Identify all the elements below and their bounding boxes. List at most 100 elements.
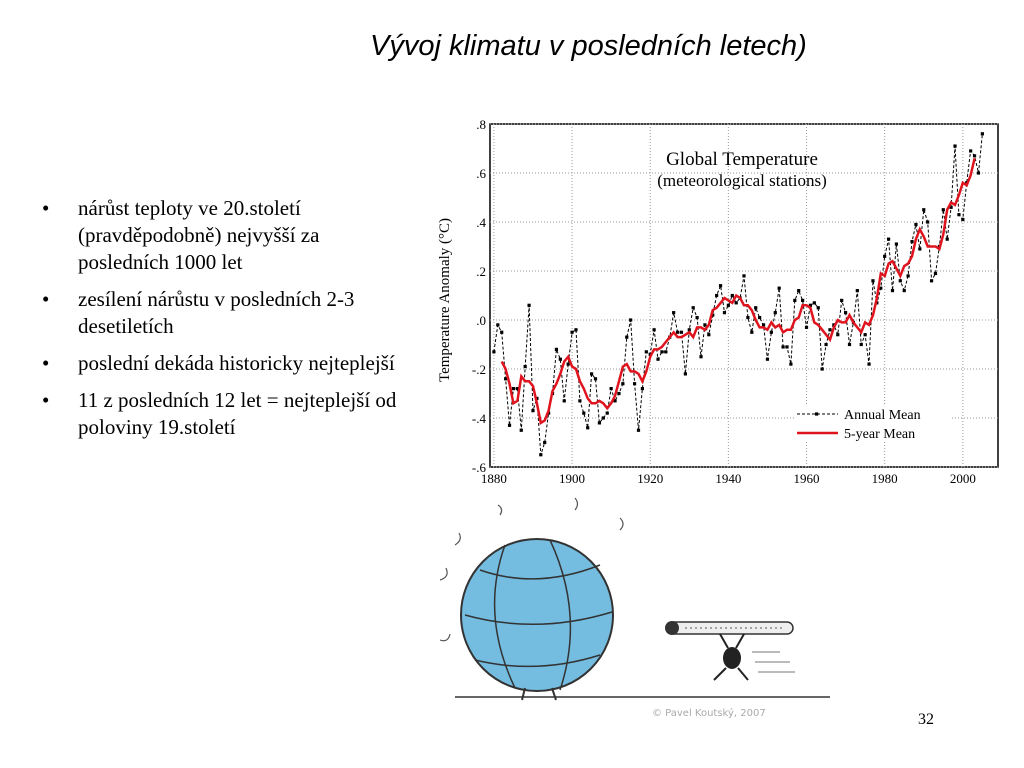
point: [492, 350, 496, 354]
point: [855, 289, 859, 293]
point: [554, 347, 559, 351]
point: [695, 315, 699, 320]
slide-title: Vývoj klimatu v posledních letech): [370, 30, 807, 62]
point: [926, 220, 930, 224]
point: [593, 377, 598, 381]
point: [910, 240, 914, 244]
point: [562, 399, 566, 403]
point: [566, 362, 570, 366]
point: [582, 411, 586, 415]
point: [652, 328, 656, 332]
x-tick-label: 1980: [872, 471, 898, 486]
point: [679, 330, 684, 334]
point: [703, 323, 707, 327]
point: [507, 423, 512, 427]
point: [980, 132, 984, 136]
point: [879, 286, 883, 290]
chart-title: Global Temperature: [666, 149, 818, 170]
point: [976, 171, 981, 175]
point: [906, 274, 910, 278]
y-tick-label: .6: [476, 166, 486, 181]
point: [953, 144, 957, 148]
point: [644, 350, 648, 354]
point: [961, 217, 965, 222]
point: [578, 399, 582, 403]
legend-bg: [795, 405, 950, 423]
point: [929, 279, 934, 283]
point: [871, 279, 875, 283]
point: [847, 342, 852, 347]
point: [933, 271, 938, 276]
legend-marker: [815, 412, 819, 416]
y-tick-label: .8: [476, 117, 486, 132]
point: [750, 330, 754, 334]
point: [625, 335, 629, 339]
point: [914, 222, 918, 227]
legend-bg: [795, 424, 950, 442]
credit: © Pavel Koutský, 2007: [652, 708, 766, 719]
point: [859, 342, 863, 347]
point: [636, 428, 641, 432]
point: [629, 318, 633, 322]
point: [664, 350, 668, 354]
point: [769, 330, 773, 334]
point: [504, 377, 508, 381]
point: [515, 387, 519, 391]
bullet: zesílení nárůstu v posledních 2-3 deseti…: [42, 286, 412, 340]
point: [922, 208, 926, 212]
point: [691, 306, 695, 310]
point: [500, 330, 504, 334]
point: [898, 279, 902, 283]
point: [761, 323, 766, 327]
y-tick-label: -.2: [472, 362, 486, 377]
point: [804, 325, 809, 329]
point: [793, 298, 797, 302]
point: [531, 409, 535, 413]
bullet: nárůst teploty ve 20.století (pravděpodo…: [42, 195, 412, 276]
point: [543, 440, 547, 445]
point: [894, 242, 898, 246]
x-tick-label: 1920: [637, 471, 663, 486]
point: [816, 306, 820, 310]
series-line: [493, 133, 983, 455]
point: [890, 289, 895, 293]
point: [570, 330, 574, 334]
series-line: [500, 158, 976, 425]
point: [972, 154, 977, 158]
point: [590, 372, 594, 376]
point: [726, 303, 730, 307]
point: [605, 411, 609, 415]
point: [754, 306, 758, 310]
bullet: poslední dekáda historicky nejteplejší: [42, 350, 412, 377]
x-tick-label: 1880: [481, 471, 507, 486]
point: [812, 301, 816, 305]
y-tick-label: -.6: [472, 460, 487, 475]
point: [539, 453, 543, 457]
point: [574, 328, 578, 332]
point: [777, 286, 781, 290]
point: [683, 372, 687, 376]
y-tick-label: .0: [476, 313, 486, 328]
legend-label: 5-year Mean: [844, 427, 915, 442]
x-tick-label: 2000: [950, 471, 976, 486]
bullet: 11 z posledních 12 let = nejteplejší od …: [42, 387, 412, 441]
point: [711, 313, 715, 317]
point: [558, 357, 562, 361]
point: [687, 328, 691, 332]
point: [781, 345, 785, 349]
point: [722, 311, 727, 315]
point: [718, 284, 723, 288]
point: [707, 333, 711, 337]
point: [836, 333, 840, 337]
chart-subtitle: (meteorological stations): [657, 171, 826, 190]
point: [672, 311, 676, 315]
y-tick-label: .4: [476, 215, 486, 230]
point: [785, 345, 789, 349]
point: [957, 213, 961, 217]
point: [675, 330, 680, 334]
point: [586, 426, 590, 430]
point: [640, 387, 644, 391]
x-tick-label: 1960: [794, 471, 820, 486]
y-axis-label: Temperature Anomaly (°C): [437, 218, 453, 382]
